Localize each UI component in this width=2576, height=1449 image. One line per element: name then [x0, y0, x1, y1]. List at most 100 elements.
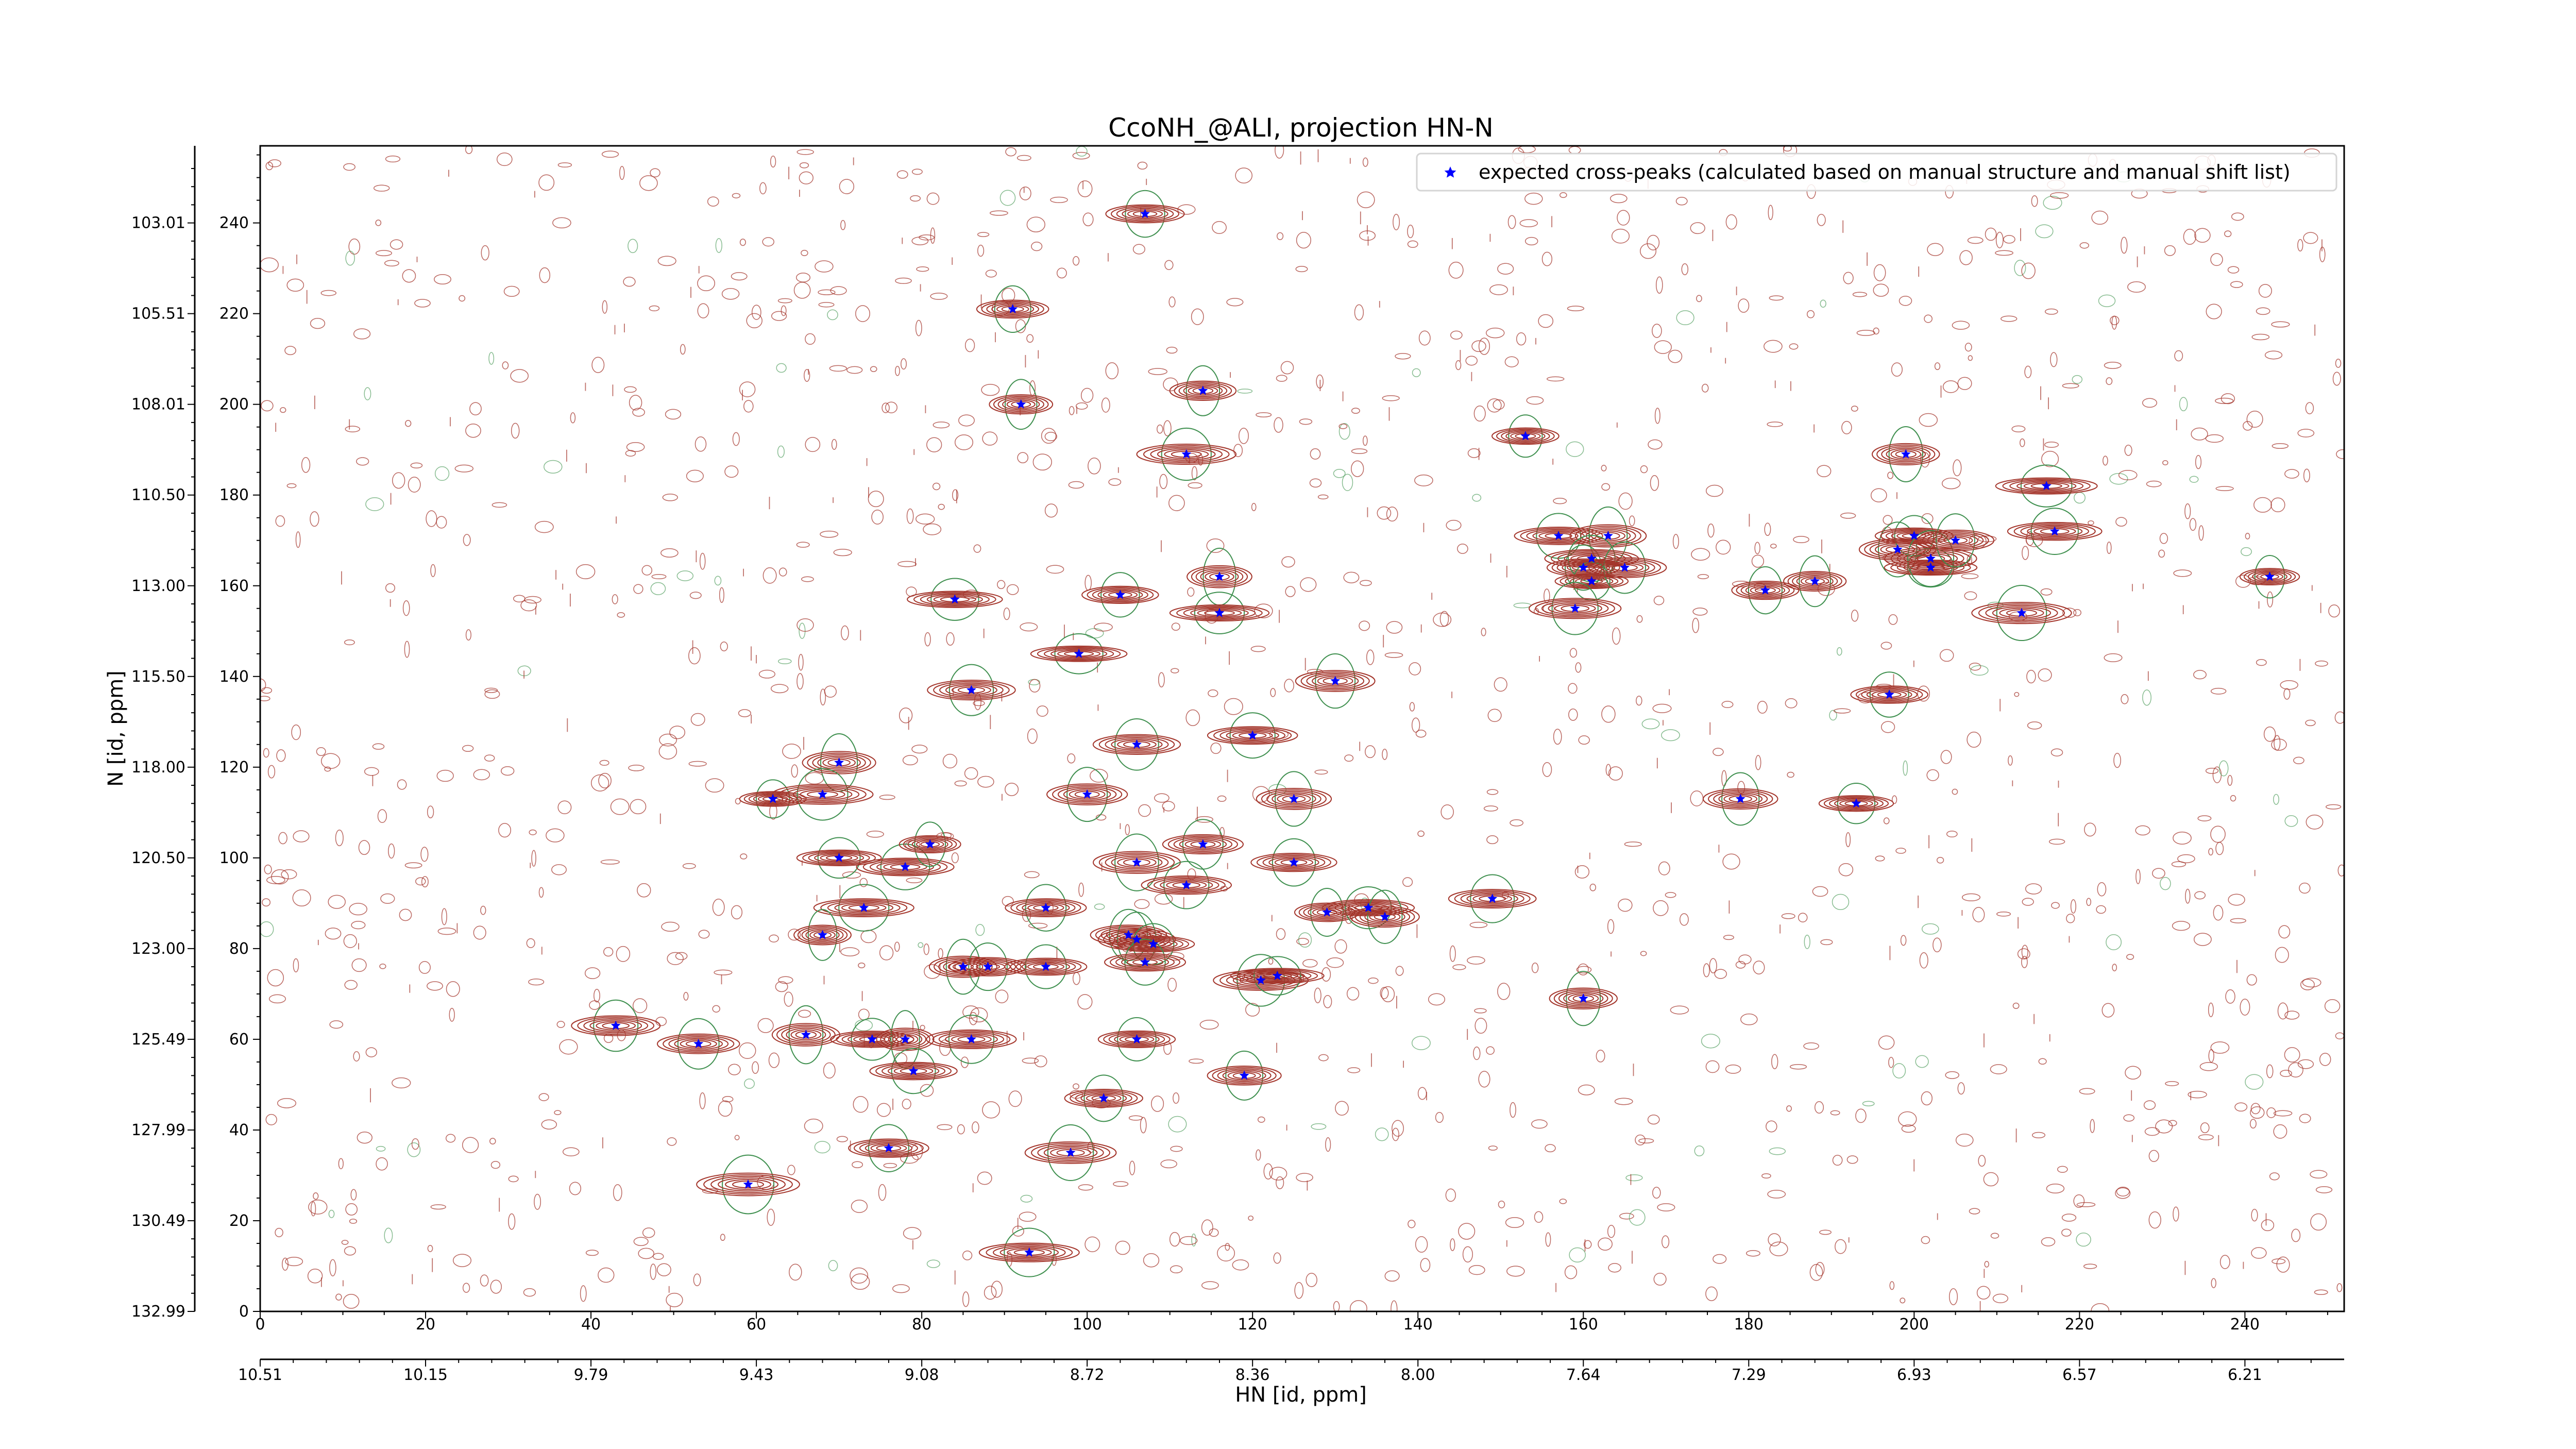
noise-contour: [541, 947, 543, 955]
noise-contour: [1077, 180, 1093, 197]
noise-contour: [2236, 959, 2238, 973]
noise-contour: [379, 963, 386, 969]
noise-contour: [1531, 1119, 1548, 1129]
noise-contour: [2027, 721, 2042, 730]
noise-contour: [1160, 1159, 1177, 1169]
peak-contour-outer: [1047, 1124, 1094, 1182]
noise-contour: [1230, 372, 1231, 378]
noise-contour: [1005, 782, 1019, 796]
noise-contour: [1851, 610, 1859, 622]
peak-contour: [1002, 398, 1040, 411]
noise-contour: [2168, 1120, 2177, 1126]
noise-contour: [1077, 994, 1093, 1010]
noise-contour: [1555, 1283, 1556, 1292]
noise-contour: [358, 943, 359, 950]
noise-contour: [1474, 1008, 1487, 1014]
x-ppm-tick-label: 8.72: [1070, 1366, 1105, 1384]
noise-contour: [1647, 234, 1660, 250]
noise-contour: [556, 1021, 565, 1028]
noise-contour: [385, 583, 396, 593]
noise-contour: [404, 641, 410, 658]
noise-contour: [1516, 332, 1527, 346]
noise-contour: [1803, 1042, 1819, 1050]
noise-contour: [1333, 469, 1346, 478]
noise-contour: [2319, 1053, 2331, 1066]
noise-contour: [902, 755, 918, 766]
noise-contour: [977, 232, 990, 237]
noise-contour: [1346, 987, 1360, 1001]
noise-contour: [1545, 1144, 1556, 1153]
noise-contour: [264, 864, 272, 874]
noise-contour: [1402, 877, 1413, 887]
noise-contour: [1703, 963, 1710, 978]
noise-contour: [2273, 1124, 2287, 1139]
noise-contour: [1090, 769, 1108, 783]
noise-contour: [920, 1024, 925, 1031]
noise-contour: [926, 192, 940, 205]
expected-cross-peak: [1041, 962, 1051, 971]
noise-contour: [756, 655, 757, 664]
noise-contour: [1185, 709, 1200, 727]
noise-contour: [2104, 362, 2122, 369]
noise-contour: [281, 869, 297, 880]
noise-contour: [820, 530, 839, 538]
noise-contour: [1605, 764, 1611, 776]
noise-contour: [1789, 343, 1799, 350]
noise-contour: [1618, 898, 1633, 912]
peak-contour: [1588, 559, 1662, 577]
peak-contour: [1491, 427, 1560, 445]
noise-contour: [2311, 585, 2313, 591]
noise-contour: [1467, 1029, 1468, 1040]
x-ppm-tick-label: 9.08: [905, 1366, 939, 1384]
noise-contour: [1420, 1258, 1431, 1272]
noise-contour: [1187, 587, 1195, 597]
noise-contour: [2211, 1278, 2216, 1288]
noise-contour: [335, 1293, 342, 1301]
noise-contour: [1891, 362, 1903, 377]
noise-contour: [1647, 1114, 1660, 1125]
noise-contour: [2090, 1119, 2095, 1133]
peak-contour: [992, 1245, 1066, 1260]
noise-contour: [630, 799, 647, 815]
noise-contour: [1468, 1265, 1485, 1275]
noise-contour: [954, 434, 974, 450]
noise-contour: [746, 313, 762, 328]
x-ppm-tick-label: 10.51: [238, 1366, 282, 1384]
noise-contour: [1411, 1036, 1431, 1050]
noise-contour: [1381, 986, 1395, 1002]
noise-contour: [762, 567, 777, 584]
peak-contour: [884, 1031, 927, 1048]
noise-contour: [376, 1157, 388, 1171]
noise-contour: [2218, 760, 2229, 777]
noise-contour: [1269, 1167, 1287, 1181]
noise-contour: [1445, 1188, 1456, 1202]
expected-cross-peak: [1851, 798, 1861, 808]
noise-contour: [1078, 1184, 1093, 1191]
peak-contour: [1157, 448, 1216, 461]
noise-contour: [2144, 246, 2145, 255]
noise-contour: [926, 437, 942, 452]
peak-contour: [954, 958, 1022, 975]
noise-contour: [538, 1093, 549, 1101]
noise-contour: [1017, 452, 1029, 464]
noise-contour: [2015, 1128, 2017, 1142]
noise-contour: [798, 653, 804, 671]
noise-contour: [384, 260, 399, 267]
noise-contour: [590, 774, 609, 791]
noise-contour: [1382, 748, 1388, 760]
noise-contour: [1635, 1134, 1646, 1145]
noise-contour: [982, 1101, 1001, 1119]
expected-cross-peak: [1735, 794, 1745, 803]
noise-contour: [937, 1124, 953, 1131]
noise-contour: [344, 1246, 356, 1256]
peak-contour: [1037, 1144, 1104, 1161]
noise-contour: [751, 305, 761, 320]
noise-contour: [2116, 1186, 2130, 1197]
noise-contour: [770, 156, 776, 168]
noise-contour: [626, 442, 645, 452]
noise-contour: [1003, 607, 1010, 620]
noise-contour: [2269, 1172, 2280, 1181]
noise-contour: [2315, 660, 2328, 667]
noise-contour: [1873, 283, 1889, 297]
noise-contour: [2112, 964, 2117, 971]
